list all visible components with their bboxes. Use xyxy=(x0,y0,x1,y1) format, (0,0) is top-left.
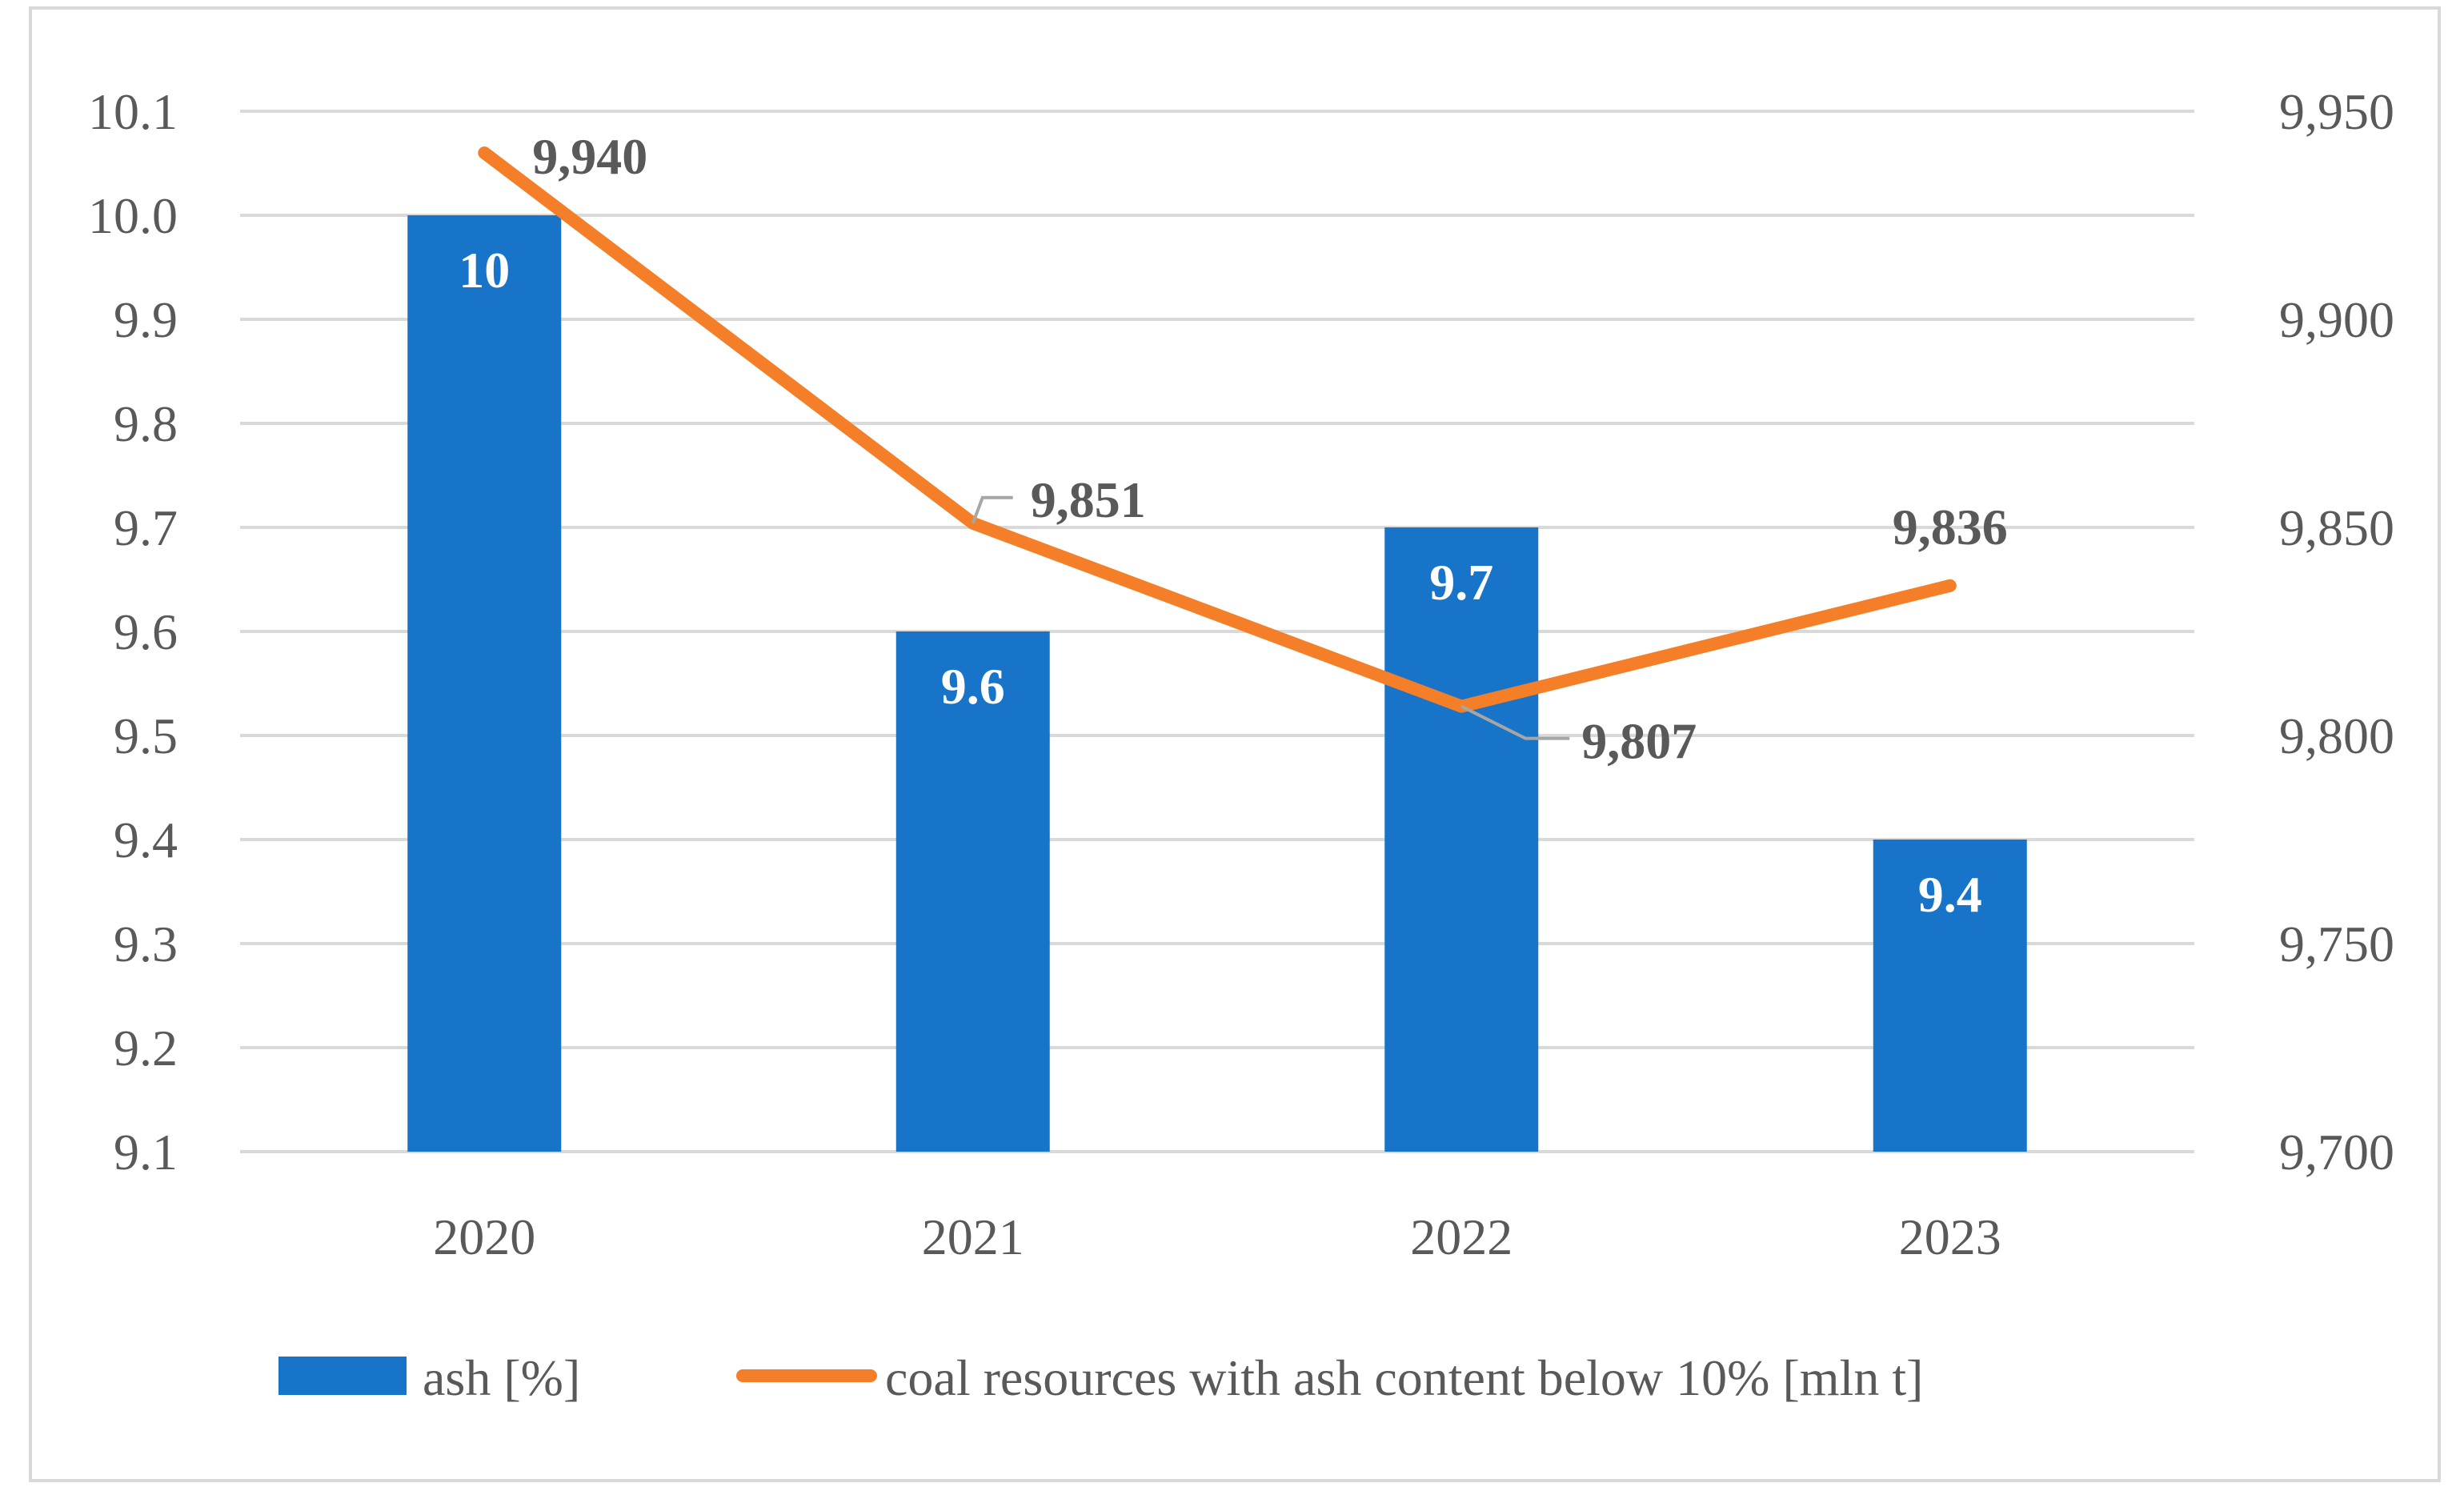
line-value-label: 9,807 xyxy=(1581,713,1697,770)
right-tick-label: 9,700 xyxy=(2279,1124,2394,1180)
right-axis: 9,700 9,750 9,800 9,850 9,900 9,950 xyxy=(2279,83,2394,1180)
bar-2020 xyxy=(407,215,562,1152)
left-tick-label: 9.5 xyxy=(114,707,178,764)
bar-2022 xyxy=(1384,527,1539,1152)
left-tick-label: 9.9 xyxy=(114,291,178,348)
left-tick-label: 9.8 xyxy=(114,395,178,452)
left-tick-label: 9.6 xyxy=(114,603,178,660)
coal-resources-line xyxy=(478,146,1957,713)
right-tick-label: 9,850 xyxy=(2279,499,2394,556)
x-axis: 2020 2021 2022 2023 xyxy=(433,1208,2001,1265)
x-tick-label: 2020 xyxy=(433,1208,535,1265)
left-axis: 9.1 9.2 9.3 9.4 9.5 9.6 9.7 9.8 9.9 10.0 10.1 xyxy=(88,83,178,1180)
bar-value-label: 9.4 xyxy=(1918,866,1982,923)
x-tick-label: 2023 xyxy=(1899,1208,2001,1265)
bar-2023 xyxy=(1873,840,2027,1152)
right-tick-label: 9,800 xyxy=(2279,707,2394,764)
legend-coal-label: coal resources with ash content below 10… xyxy=(885,1349,1923,1406)
left-tick-label: 9.4 xyxy=(114,812,178,868)
legend: ash [%] coal resources with ash content … xyxy=(278,1349,1923,1406)
line-value-label: 9,836 xyxy=(1893,499,2008,555)
legend-ash-label: ash [%] xyxy=(423,1349,580,1406)
left-tick-label: 9.7 xyxy=(114,499,178,556)
line-value-label: 9,940 xyxy=(532,128,647,185)
left-tick-label: 10.1 xyxy=(88,83,178,140)
right-tick-label: 9,900 xyxy=(2279,291,2394,348)
gridlines xyxy=(240,110,2194,1153)
ash-bars xyxy=(407,215,2027,1152)
left-tick-label: 9.2 xyxy=(114,1020,178,1076)
left-tick-label: 10.0 xyxy=(88,187,178,244)
right-tick-label: 9,950 xyxy=(2279,83,2394,140)
data-labels: 10 9.6 9.7 9.4 9,940 9,851 9,807 9,836 xyxy=(459,128,2008,923)
x-tick-label: 2021 xyxy=(922,1208,1024,1265)
chart-border xyxy=(29,6,2441,1482)
left-tick-label: 9.1 xyxy=(114,1124,178,1180)
label-leader-line xyxy=(1460,704,1570,740)
left-tick-label: 9.3 xyxy=(114,916,178,972)
bar-value-label: 9.7 xyxy=(1429,554,1493,611)
line-value-label: 9,851 xyxy=(1031,471,1146,528)
label-leader-line xyxy=(971,495,1013,524)
x-tick-label: 2022 xyxy=(1410,1208,1512,1265)
legend-ash-swatch xyxy=(278,1357,407,1395)
bar-value-label: 9.6 xyxy=(941,658,1005,715)
coal-resources-series-line xyxy=(478,146,1957,713)
bar-2021 xyxy=(895,631,1050,1152)
right-tick-label: 9,750 xyxy=(2279,916,2394,972)
bar-value-label: 10 xyxy=(459,242,510,299)
